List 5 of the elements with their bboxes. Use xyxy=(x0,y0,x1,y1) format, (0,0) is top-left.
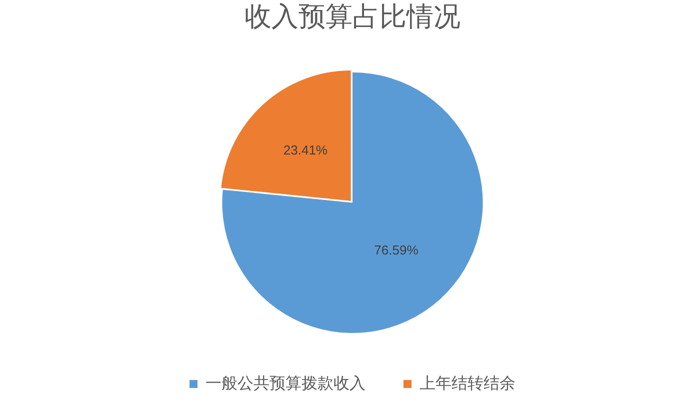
data-label: 76.59% xyxy=(374,242,419,258)
chart-title: 收入预算占比情况 xyxy=(244,1,460,32)
legend-label: 一般公共预算拨款收入 xyxy=(206,374,366,392)
legend-label: 上年结转结余 xyxy=(420,374,516,392)
data-label: 23.41% xyxy=(283,142,328,158)
